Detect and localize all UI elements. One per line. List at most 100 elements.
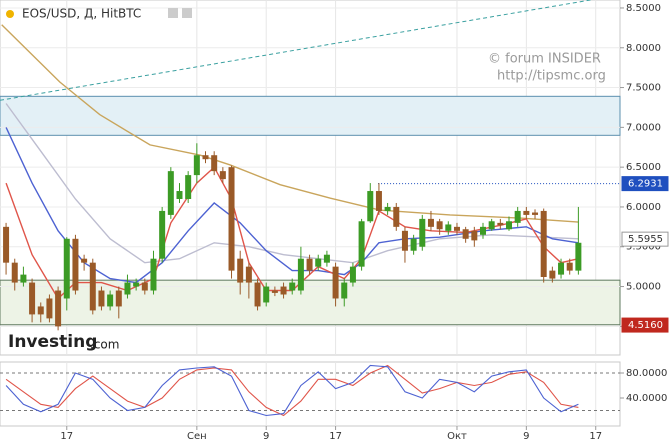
pane-frame xyxy=(0,0,621,356)
candle-body xyxy=(558,262,565,275)
candle-body xyxy=(375,191,382,211)
candle-body xyxy=(453,226,460,231)
line-series xyxy=(1,24,579,223)
candle-body xyxy=(228,167,235,271)
status-dot xyxy=(6,10,14,18)
icon[interactable] xyxy=(168,8,178,18)
candle-body xyxy=(436,221,443,230)
candle-body xyxy=(167,171,174,215)
candle-body xyxy=(384,206,391,211)
candle-body xyxy=(540,210,547,277)
price-label: 5.5955 xyxy=(628,234,663,245)
candle-body xyxy=(332,266,339,299)
candle-body xyxy=(462,229,469,239)
x-tick-label: 9 xyxy=(523,431,529,441)
candle-body xyxy=(506,221,513,230)
candle-body xyxy=(271,290,278,293)
candle-body xyxy=(566,262,573,271)
candle-body xyxy=(37,306,44,315)
candle-body xyxy=(523,210,530,215)
chart-title: EOS/USD, Д, HitBTC xyxy=(22,7,141,21)
candle-body xyxy=(514,210,521,223)
candle-body xyxy=(471,230,478,241)
candle-body xyxy=(55,290,62,327)
candle-body xyxy=(427,218,434,227)
y-tick-label: 6.0000 xyxy=(626,202,661,213)
candle-body xyxy=(280,286,287,295)
y-tick-label: 8.5000 xyxy=(626,3,661,14)
candle-body xyxy=(133,282,140,287)
candle-body xyxy=(29,282,36,315)
candle-body xyxy=(289,282,296,291)
candle-body xyxy=(150,258,157,291)
candle-body xyxy=(297,258,304,291)
candle-body xyxy=(367,191,374,222)
candle-body xyxy=(98,290,105,307)
main-pane: 8.5000 8.0000 7.5000 7.0000 6.5000 6.0000 5.50… xyxy=(0,0,669,356)
candle-body xyxy=(141,282,148,291)
x-tick-label: Сен xyxy=(187,431,207,441)
x-tick-label: 17 xyxy=(329,431,342,441)
y-tick-label: 8.0000 xyxy=(626,43,661,54)
candle-body xyxy=(315,258,322,267)
candle-body xyxy=(254,282,261,307)
y-tick-label: 7.0000 xyxy=(626,122,661,133)
candle-body xyxy=(479,226,486,235)
candle-body xyxy=(393,206,400,227)
candle-body xyxy=(81,258,88,263)
candle-body xyxy=(72,238,79,291)
candle-body xyxy=(193,155,200,176)
candle-body xyxy=(211,155,218,172)
y-tick-label: 7.5000 xyxy=(626,83,661,94)
candle-body xyxy=(263,286,270,303)
x-tick-label: Окт xyxy=(447,431,467,441)
y-tick-label: 5.5000 xyxy=(626,242,661,253)
candle-body xyxy=(219,171,226,180)
y-tick-label: 40.0000 xyxy=(626,393,667,404)
trend-line xyxy=(0,0,591,101)
pane-frame xyxy=(0,361,621,427)
candle-body xyxy=(419,218,426,247)
candle-body xyxy=(358,221,365,267)
x-tick-label: 17 xyxy=(589,431,602,441)
candle-body xyxy=(445,224,452,231)
candle-body xyxy=(245,266,252,283)
candle-body xyxy=(410,238,417,251)
candle-body xyxy=(575,242,582,271)
oscillator-pane: 80.0000 40.0000 17 Сен 9 17 Окт 9 17 xyxy=(0,361,667,441)
x-tick-label: 17 xyxy=(60,431,73,441)
candle-body xyxy=(401,230,408,251)
price-label-box xyxy=(621,176,669,192)
candle-body xyxy=(202,155,209,160)
price-label-box xyxy=(621,317,669,333)
y-tick-label: 6.5000 xyxy=(626,162,661,173)
logo-suffix: .com xyxy=(90,338,119,352)
candle-body xyxy=(107,294,114,307)
candle-body xyxy=(3,226,10,263)
candle-body xyxy=(497,222,504,226)
candle-body xyxy=(532,212,539,215)
icon[interactable] xyxy=(182,8,192,18)
candle-body xyxy=(323,254,330,263)
line-series xyxy=(5,127,579,284)
candle-body xyxy=(349,266,356,283)
candle-body xyxy=(549,270,556,279)
candle-body xyxy=(488,221,495,230)
candle-body xyxy=(341,282,348,299)
price-label: 4.5160 xyxy=(628,320,663,331)
candle-body xyxy=(124,282,131,295)
candle-body xyxy=(185,175,192,199)
zone xyxy=(0,95,621,136)
candle-body xyxy=(11,262,18,283)
price-label-box xyxy=(621,231,669,247)
candle-body xyxy=(46,298,53,319)
candle-body xyxy=(306,258,313,271)
candle-body xyxy=(89,262,96,311)
candle-body xyxy=(176,191,183,199)
price-label: 6.2931 xyxy=(628,179,663,190)
x-tick-label: 9 xyxy=(263,431,269,441)
candle-body xyxy=(115,290,122,307)
logo: Investing xyxy=(8,332,97,352)
